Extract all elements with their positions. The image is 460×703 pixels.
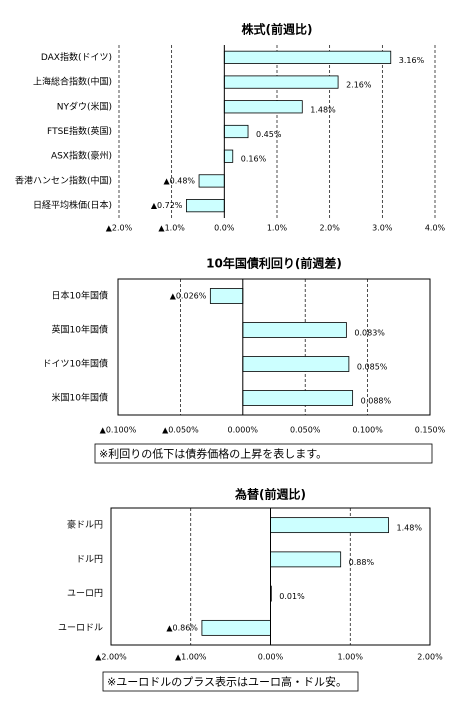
bar <box>242 322 347 338</box>
category-label: ドル円 <box>76 554 103 565</box>
category-label: DAX指数(ドイツ) <box>41 51 112 63</box>
x-tick-label: 2.00% <box>417 653 443 662</box>
bar <box>223 124 249 139</box>
value-label: 1.48% <box>310 105 336 114</box>
bar <box>270 517 389 534</box>
value-label: 0.45% <box>256 130 282 139</box>
bar <box>186 199 225 213</box>
x-tick-label: 4.0% <box>425 224 446 233</box>
value-label: 0.16% <box>241 155 267 164</box>
bar <box>242 390 354 406</box>
bar <box>223 75 339 89</box>
value-label: ▲0.026% <box>170 292 207 301</box>
value-label: 0.083% <box>354 329 385 338</box>
x-tick-label: ▲0.050% <box>162 426 199 435</box>
category-label: FTSE指数(英国) <box>47 125 112 137</box>
category-label: 豪ドル円 <box>67 519 103 531</box>
category-label: 米国10年国債 <box>52 392 108 404</box>
bar <box>198 174 225 188</box>
note-box <box>102 671 359 692</box>
bar <box>209 288 244 304</box>
x-tick-label: 3.0% <box>372 224 393 233</box>
x-tick-label: ▲2.0% <box>106 224 133 233</box>
chart-title: 為替(前週比) <box>235 487 306 502</box>
x-tick-label: ▲1.0% <box>158 224 185 233</box>
value-label: ▲0.72% <box>151 201 183 210</box>
category-label: ユーロドル <box>58 623 103 633</box>
x-tick-label: ▲1.00% <box>175 653 207 662</box>
category-label: 英国10年国債 <box>52 324 108 336</box>
x-tick-label: 0.100% <box>352 426 383 435</box>
x-tick-label: 0.000% <box>228 426 259 435</box>
x-tick-label: 2.0% <box>320 224 341 233</box>
bar <box>270 551 342 568</box>
x-tick-label: 0.150% <box>415 426 446 435</box>
category-label: 日本10年国債 <box>52 290 108 302</box>
x-tick-label: 1.0% <box>267 224 288 233</box>
category-label: 上海総合指数(中国) <box>33 76 112 88</box>
value-label: 0.085% <box>357 363 388 372</box>
value-label: 0.88% <box>349 558 375 567</box>
note: ※ユーロドルのプラス表示はユーロ高・ドル安。 <box>107 675 347 689</box>
value-label: 2.16% <box>346 81 372 90</box>
bar <box>223 50 392 64</box>
bar <box>223 100 303 114</box>
x-tick-label: 0.050% <box>290 426 321 435</box>
x-tick-label: 1.00% <box>338 653 364 662</box>
value-label: ▲0.86% <box>166 623 198 632</box>
bar <box>201 619 271 636</box>
category-label: ドイツ10年国債 <box>43 358 108 370</box>
note-box <box>94 443 433 464</box>
bar <box>242 356 350 372</box>
category-label: 香港ハンセン指数(中国) <box>15 174 112 186</box>
x-tick-label: 0.00% <box>258 653 284 662</box>
value-label: 1.48% <box>397 524 423 533</box>
x-tick-label: 0.0% <box>214 224 235 233</box>
bar <box>223 149 234 163</box>
value-label: 0.088% <box>361 397 392 406</box>
x-tick-label: ▲0.100% <box>100 426 137 435</box>
chart-title: 10年国債利回り(前週差) <box>206 256 342 271</box>
value-label: 3.16% <box>399 56 425 65</box>
chart-title: 株式(前週比) <box>242 22 313 37</box>
category-label: ユーロ円 <box>67 588 103 599</box>
note: ※利回りの低下は債券価格の上昇を表します。 <box>99 447 327 461</box>
category-label: 日経平均株価(日本) <box>33 199 112 211</box>
x-tick-label: ▲2.00% <box>95 653 127 662</box>
category-label: ASX指数(豪州) <box>51 150 112 162</box>
category-label: NYダウ(米国) <box>57 100 112 112</box>
value-label: 0.01% <box>279 592 305 601</box>
value-label: ▲0.48% <box>163 176 195 185</box>
